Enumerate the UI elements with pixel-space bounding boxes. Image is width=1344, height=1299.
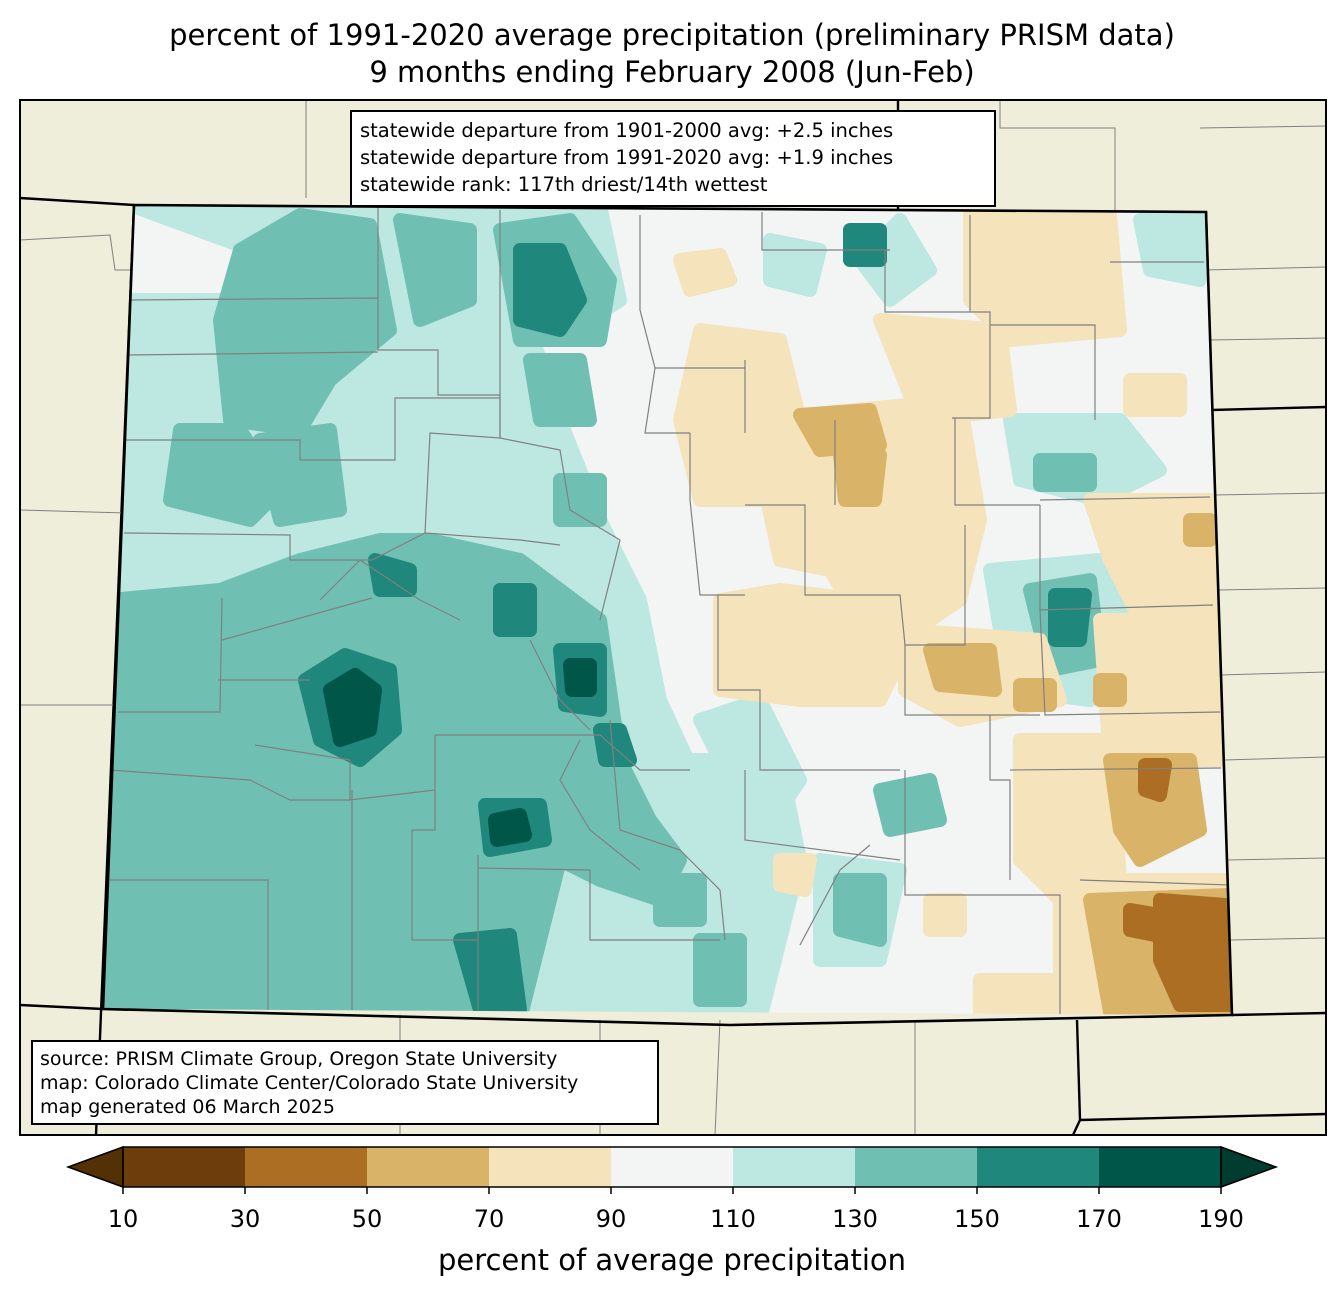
- source-line-1: source: PRISM Climate Group, Oregon Stat…: [40, 1048, 558, 1070]
- colorbar-tick-90: 90: [595, 1205, 627, 1233]
- precip-region: [873, 313, 1017, 427]
- stats-line-3: statewide rank: 117th driest/14th wettes…: [360, 173, 768, 196]
- precip-region: [453, 928, 527, 1015]
- precip-region: [368, 553, 417, 597]
- precip-region: [1123, 903, 1167, 942]
- colorbar-tick-130: 130: [832, 1205, 878, 1233]
- map-title-line-1: percent of 1991-2020 average precipitati…: [169, 18, 1175, 52]
- precip-region: [1048, 588, 1092, 647]
- precip-region: [1013, 678, 1057, 712]
- precip-region: [513, 243, 587, 337]
- precip-region: [923, 893, 967, 937]
- precip-region: [873, 773, 947, 837]
- precip-region: [713, 583, 907, 707]
- colorbar-tick-50: 50: [351, 1205, 383, 1233]
- precip-region: [903, 463, 947, 507]
- precip-region: [763, 233, 827, 297]
- colorbar-tick-170: 170: [1076, 1205, 1122, 1233]
- precip-region: [1138, 758, 1172, 802]
- colorbar-tick-70: 70: [473, 1205, 505, 1233]
- precip-region: [563, 658, 597, 697]
- precip-region: [323, 668, 382, 747]
- precip-region: [1153, 893, 1232, 1012]
- colorbar-tick-30: 30: [229, 1205, 261, 1233]
- precip-region: [253, 423, 347, 527]
- map-frame: [19, 99, 1327, 1136]
- colorbar-tick-150: 150: [954, 1205, 1000, 1233]
- colorado-state-border: [101, 203, 1234, 1027]
- colorbar-tick-110: 110: [710, 1205, 756, 1233]
- precip-region: [923, 643, 1002, 697]
- precip-region: [1123, 373, 1187, 417]
- precip-region: [103, 533, 687, 1015]
- source-credit-box: source: PRISM Climate Group, Oregon Stat…: [31, 1040, 659, 1125]
- precip-region: [1033, 453, 1097, 492]
- precip-region: [1103, 753, 1207, 867]
- precip-region: [1093, 673, 1127, 707]
- precip-region: [523, 353, 597, 427]
- precip-region: [163, 423, 287, 527]
- precip-region: [693, 693, 807, 847]
- precip-region: [973, 973, 1057, 1015]
- stats-line-2: statewide departure from 1991-2020 avg: …: [360, 146, 894, 169]
- precip-region: [488, 808, 532, 847]
- statewide-stats-box: statewide departure from 1901-2000 avg: …: [350, 110, 996, 207]
- colorbar-label: percent of average precipitation: [437, 1243, 907, 1277]
- source-line-3: map generated 06 March 2025: [40, 1096, 335, 1118]
- precip-region: [593, 723, 637, 767]
- precip-region: [653, 873, 707, 927]
- source-line-2: map: Colorado Climate Center/Colorado St…: [40, 1072, 579, 1094]
- precip-region: [1183, 513, 1217, 547]
- precip-region: [793, 403, 887, 457]
- precip-region: [833, 873, 887, 947]
- precip-region: [393, 213, 477, 327]
- precip-region: [773, 853, 817, 897]
- precip-region: [493, 583, 537, 637]
- precip-region: [833, 448, 887, 507]
- precip-region: [1133, 213, 1207, 287]
- precip-region: [693, 933, 747, 1007]
- precip-region: [1093, 613, 1227, 767]
- county-lines: [109, 205, 1231, 1015]
- stats-line-1: statewide departure from 1901-2000 avg: …: [360, 119, 894, 142]
- map-title-line-2: 9 months ending February 2008 (Jun-Feb): [369, 55, 975, 89]
- colorbar-tick-10: 10: [107, 1205, 139, 1233]
- precip-region: [673, 248, 737, 297]
- precip-region: [843, 223, 887, 267]
- precip-region: [963, 208, 1127, 347]
- precipitation-field: [103, 205, 1232, 1015]
- neighbor-county-lines: [20, 100, 1326, 1135]
- colorbar-tick-190: 190: [1198, 1205, 1244, 1233]
